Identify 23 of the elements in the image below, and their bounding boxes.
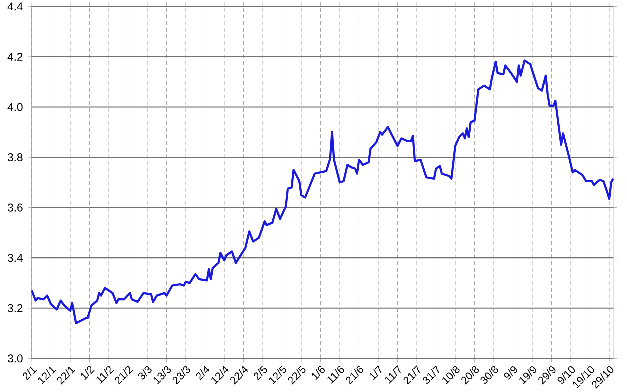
- x-tick-label: 3/3: [138, 366, 152, 380]
- y-tick-label: 3.4: [8, 254, 23, 262]
- x-tick-label: 2/4: [196, 366, 210, 381]
- y-tick-label: 4.4: [8, 2, 23, 11]
- x-tick-label: 12/1: [38, 366, 56, 384]
- x-tick-label: 22/1: [57, 366, 76, 385]
- x-tick-label: 30/8: [480, 366, 498, 384]
- y-tick-label: 3.6: [8, 204, 23, 212]
- x-tick-label: 9/9: [504, 366, 518, 380]
- x-tick-label: 9/10: [558, 366, 576, 384]
- x-tick-label: 11/2: [96, 366, 114, 384]
- y-tick-label: 4.0: [8, 103, 23, 112]
- y-tick-label: 3.2: [8, 304, 23, 312]
- x-tick-label: 2/5: [254, 366, 268, 381]
- x-tick-label: 1/2: [81, 366, 95, 380]
- y-tick-label: 3.0: [8, 354, 23, 363]
- x-tick-label: 2/1: [23, 366, 38, 381]
- y-tick-label: 4.2: [8, 53, 23, 61]
- x-tick-label: 1/6: [312, 366, 326, 380]
- x-tick-label: 19/9: [520, 366, 537, 384]
- y-tick-label: 3.8: [8, 154, 23, 162]
- x-tick-label: 11/6: [328, 366, 344, 384]
- x-tick-label: 1/7: [370, 366, 382, 380]
